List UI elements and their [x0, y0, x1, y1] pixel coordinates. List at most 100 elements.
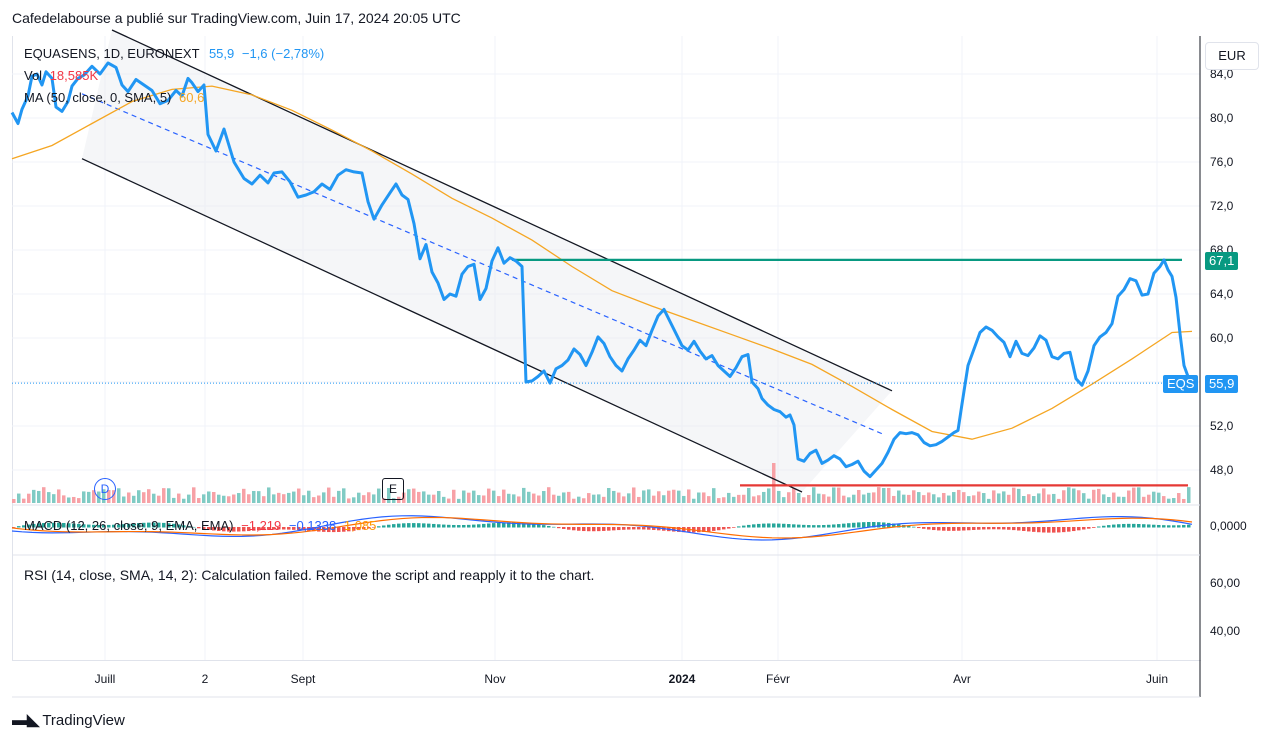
macd-histogram-bar	[147, 522, 151, 528]
macd-histogram-bar	[987, 527, 991, 530]
macd-histogram-bar	[237, 527, 241, 532]
macd-histogram-bar	[752, 524, 756, 528]
volume-bar	[452, 489, 456, 503]
macd-histogram-bar	[657, 527, 661, 531]
macd-histogram-bar	[562, 527, 566, 529]
macd-histogram-bar	[142, 522, 146, 528]
macd-histogram-bar	[797, 524, 801, 528]
macd-histogram-bar	[517, 522, 521, 528]
volume-bar	[537, 495, 541, 503]
volume-bar	[567, 491, 571, 503]
macd-histogram-bar	[57, 522, 61, 528]
legend-vol-label[interactable]: Vol	[24, 68, 43, 83]
legend-vol-value: 18,585K	[49, 68, 99, 83]
volume-bar	[767, 488, 771, 503]
volume-bar	[897, 490, 901, 503]
macd-histogram-bar	[1017, 527, 1021, 531]
legend-macd-row: MACD (12, 26, close, 9, EMA, EMA) −1,219…	[24, 518, 376, 533]
tradingview-logo[interactable]: ▬◣ TradingView	[12, 710, 125, 730]
macd-histogram-bar	[462, 525, 466, 528]
volume-bar	[1112, 492, 1116, 503]
currency-button[interactable]: EUR	[1205, 42, 1259, 70]
macd-histogram-bar	[1082, 527, 1086, 530]
rsi-axis-label: 40,00	[1210, 624, 1240, 638]
macd-histogram-bar	[907, 525, 911, 528]
dividend-marker[interactable]: D	[94, 478, 116, 500]
legend-macd-label[interactable]: MACD (12, 26, close, 9, EMA, EMA)	[24, 518, 234, 533]
volume-bar	[592, 494, 596, 503]
macd-histogram-bar	[17, 526, 21, 528]
macd-histogram-bar	[327, 527, 331, 533]
volume-bar	[1117, 496, 1121, 503]
volume-bar	[797, 492, 801, 503]
legend-ma-label[interactable]: MA (50, close, 0, SMA, 5)	[24, 90, 172, 105]
volume-bar	[1137, 487, 1141, 503]
volume-bar	[902, 494, 906, 503]
macd-histogram-bar	[482, 523, 486, 528]
volume-bar	[717, 498, 721, 503]
macd-histogram-bar	[32, 523, 36, 528]
volume-bar	[137, 490, 141, 503]
volume-bar	[407, 489, 411, 503]
price-axis-label: 48,0	[1210, 463, 1234, 477]
volume-bar	[297, 488, 301, 503]
volume-bar	[387, 488, 391, 503]
volume-bar	[122, 496, 126, 503]
macd-histogram-bar	[602, 527, 606, 531]
volume-bar	[1017, 488, 1021, 503]
macd-histogram-bar	[1102, 525, 1106, 528]
volume-bar	[127, 492, 131, 503]
legend-ma-value: 60,6	[179, 90, 205, 105]
macd-histogram-bar	[222, 527, 226, 532]
volume-bar	[682, 495, 686, 503]
macd-histogram-bar	[497, 522, 501, 528]
volume-bar	[422, 491, 426, 503]
macd-histogram-bar	[347, 527, 351, 532]
volume-bar	[427, 494, 431, 503]
volume-bar	[677, 490, 681, 503]
macd-histogram-bar	[617, 527, 621, 531]
volume-bar	[307, 490, 311, 503]
macd-histogram-bar	[132, 523, 136, 528]
macd-histogram-bar	[187, 526, 191, 528]
volume-bar	[152, 493, 156, 503]
legend-symbol[interactable]: EQUASENS, 1D, EURONEXT	[24, 46, 200, 61]
macd-histogram-bar	[367, 527, 371, 529]
volume-bar	[197, 498, 201, 503]
macd-histogram-bar	[22, 525, 26, 528]
volume-bar	[1042, 488, 1046, 503]
time-axis-label: Sept	[291, 672, 316, 686]
price-line	[10, 61, 1194, 479]
macd-histogram-bar	[37, 523, 41, 528]
channel-lower-line	[81, 158, 803, 493]
volume-bar	[22, 498, 26, 503]
volume-bar	[752, 496, 756, 503]
earnings-marker[interactable]: E	[382, 478, 404, 500]
volume-bar	[742, 494, 746, 503]
volume-bar	[157, 495, 161, 503]
tradingview-logo-icon: ▬◣	[12, 712, 39, 729]
macd-histogram-bar	[682, 527, 686, 533]
volume-bar	[802, 497, 806, 503]
time-axis-label: Avr	[953, 672, 971, 686]
tradingview-brand: TradingView	[42, 711, 125, 729]
volume-bar	[357, 492, 361, 503]
volume-bar	[417, 491, 421, 503]
macd-histogram-bar	[297, 527, 301, 531]
macd-histogram-bar	[442, 524, 446, 528]
macd-histogram-bar	[817, 525, 821, 528]
volume-bar	[237, 493, 241, 503]
chart-frame[interactable]	[12, 36, 1201, 661]
macd-histogram-bar	[1002, 527, 1006, 530]
legend-last: 55,9	[208, 46, 235, 61]
macd-histogram-bar	[557, 527, 561, 529]
volume-bar	[12, 499, 16, 503]
macd-histogram-bar	[282, 527, 286, 530]
volume-bar	[327, 487, 331, 503]
price-axis-label: 84,0	[1210, 67, 1234, 81]
volume-bar	[657, 491, 661, 503]
volume-bar	[37, 490, 41, 503]
macd-histogram-bar	[917, 527, 921, 529]
time-axis-label: 2	[202, 672, 209, 686]
